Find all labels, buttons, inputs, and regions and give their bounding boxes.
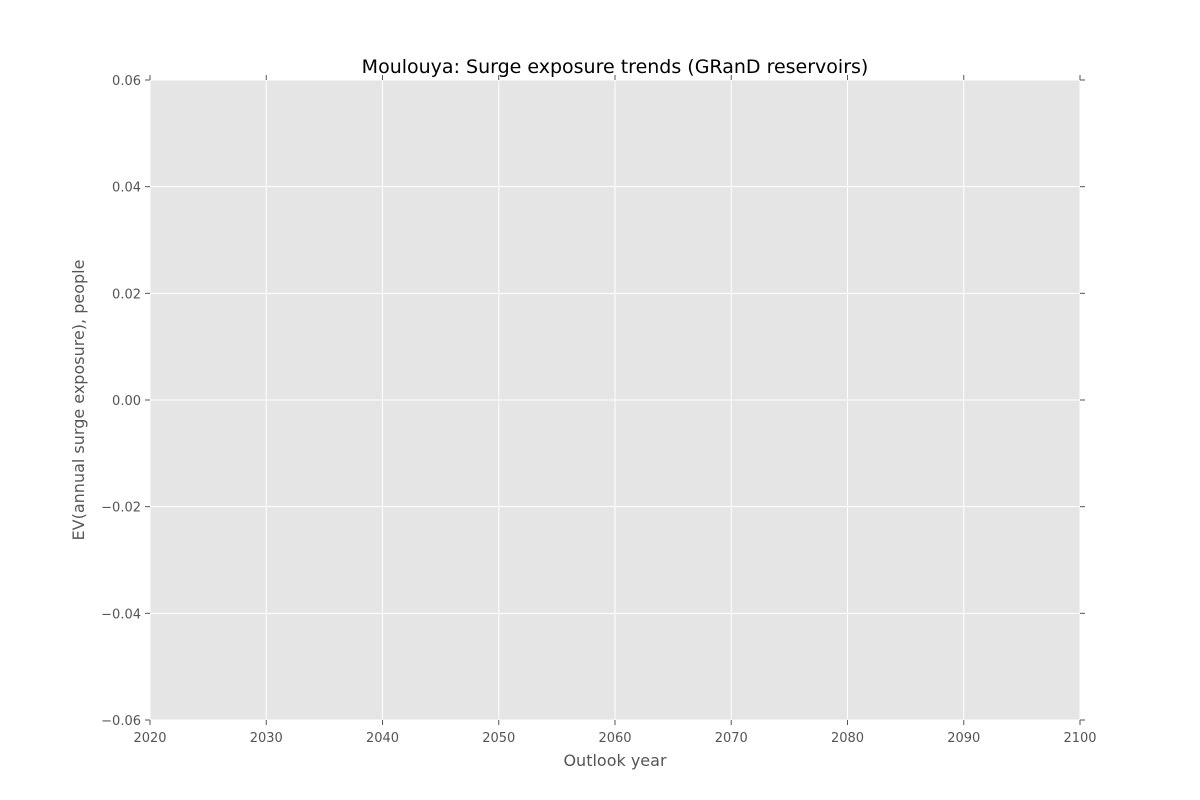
y-tick-label: 0.06 [112, 74, 141, 89]
x-tick-label: 2060 [598, 731, 631, 746]
x-tick-label: 2080 [831, 731, 864, 746]
x-tick-label: 2070 [715, 731, 748, 746]
y-tick-label: −0.06 [101, 714, 141, 729]
y-tick-label: 0.00 [112, 394, 141, 409]
y-tick-label: 0.04 [112, 181, 141, 196]
y-tick-label: −0.02 [101, 501, 141, 516]
y-tick-label: 0.02 [112, 287, 141, 302]
y-tick-label: −0.04 [101, 607, 141, 622]
y-axis-label: EV(annual surge exposure), people [69, 260, 88, 541]
x-tick-label: 2020 [133, 731, 166, 746]
x-tick-label: 2090 [947, 731, 980, 746]
x-tick-label: 2050 [482, 731, 515, 746]
x-tick-label: 2030 [250, 731, 283, 746]
ticks-layer: 2020 2030 2040 2050 2060 2070 2080 2090 2100 −0.0… [101, 74, 1096, 746]
x-axis-label: Outlook year [563, 751, 667, 770]
chart-title: Moulouya: Surge exposure trends (GRanD r… [362, 56, 869, 78]
x-tick-label: 2040 [366, 731, 399, 746]
x-tick-label: 2100 [1063, 731, 1096, 746]
